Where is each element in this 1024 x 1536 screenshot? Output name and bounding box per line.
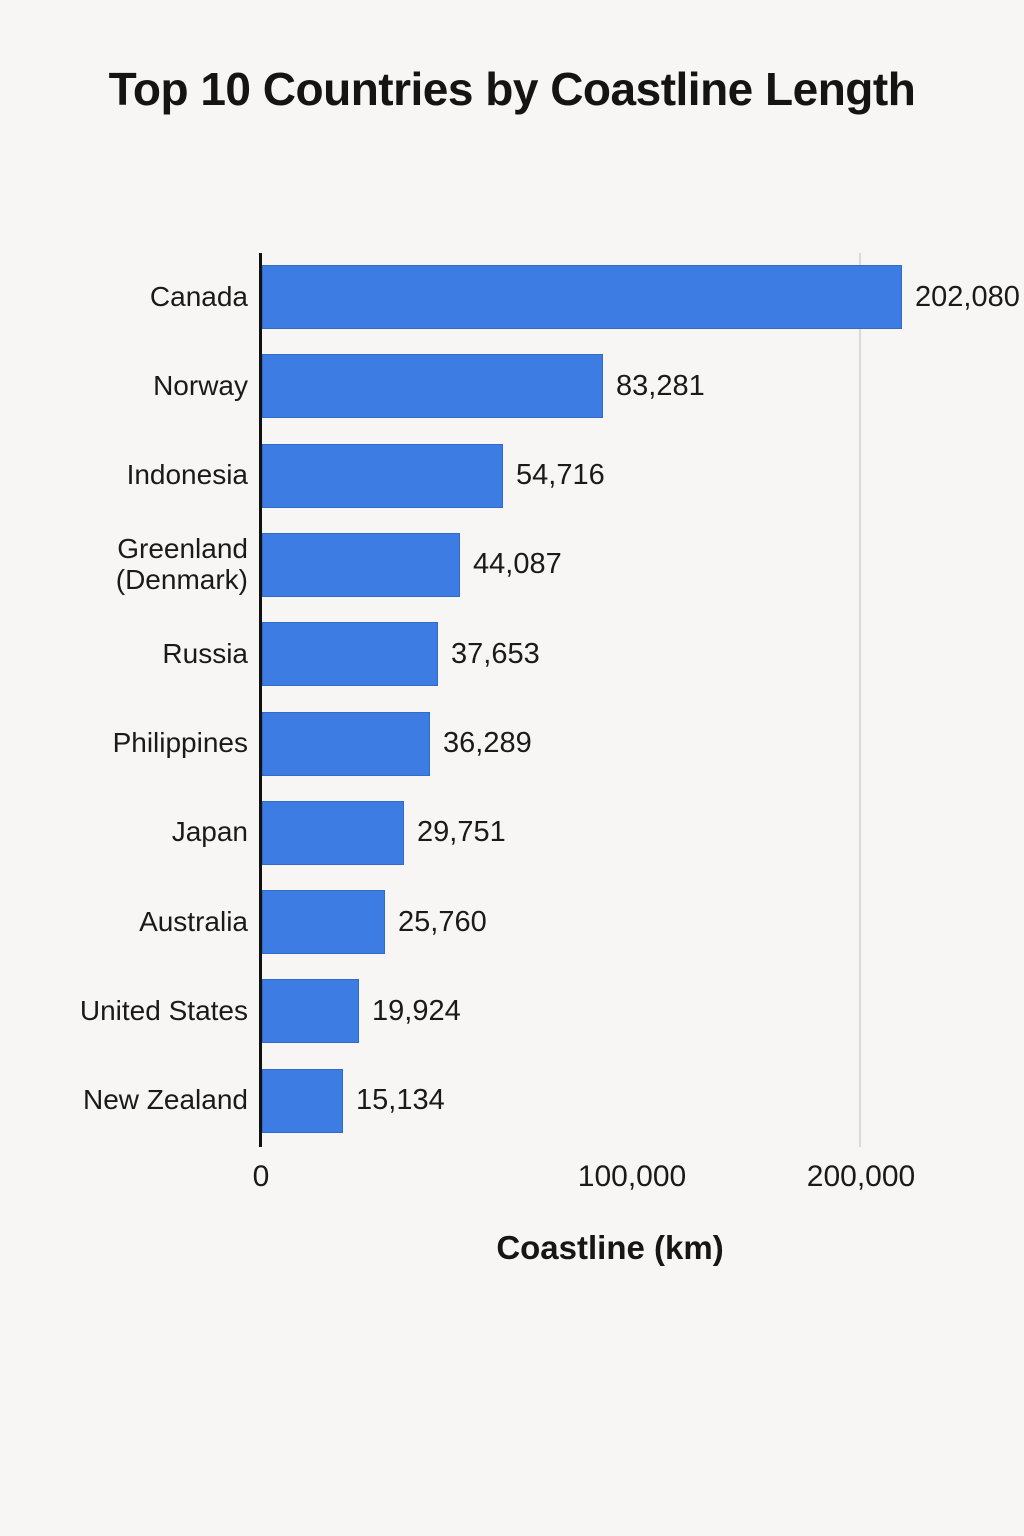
bar-japan <box>262 800 404 865</box>
category-label-australia: Australia <box>139 905 248 937</box>
y-axis-line <box>259 253 262 1147</box>
value-label-new-zealand: 15,134 <box>356 1084 445 1117</box>
category-label-new-zealand: New Zealand <box>83 1084 248 1116</box>
chart-title: Top 10 Countries by Coastline Length <box>108 63 916 115</box>
bar-philippines <box>262 711 430 776</box>
value-label-greenland-denmark: 44,087 <box>473 548 562 581</box>
category-label-russia: Russia <box>162 637 248 669</box>
value-label-united-states: 19,924 <box>372 994 461 1027</box>
value-label-indonesia: 54,716 <box>516 459 605 492</box>
bar-united-states <box>262 979 359 1044</box>
x-axis-title: Coastline (km) <box>496 1229 724 1266</box>
value-label-norway: 83,281 <box>616 369 705 402</box>
value-label-canada: 202,080 <box>915 280 1020 313</box>
category-label-philippines: Philippines <box>112 727 248 759</box>
gridline-200000 <box>859 253 861 1147</box>
x-tick-100-000: 100,000 <box>577 1160 687 1193</box>
bar-indonesia <box>262 443 503 508</box>
x-tick-0: 0 <box>252 1160 270 1193</box>
category-label-norway: Norway <box>153 369 248 401</box>
bar-norway <box>262 354 603 419</box>
category-label-canada: Canada <box>149 280 248 312</box>
bar-australia <box>262 890 385 955</box>
bar-new-zealand <box>262 1068 343 1133</box>
value-label-russia: 37,653 <box>451 637 540 670</box>
category-label-united-states: United States <box>79 994 248 1026</box>
bar-russia <box>262 622 438 687</box>
value-label-japan: 29,751 <box>417 816 506 849</box>
x-tick-200-000: 200,000 <box>806 1160 916 1193</box>
bar-greenland-denmark <box>262 532 460 597</box>
category-label-japan: Japan <box>171 816 248 848</box>
value-label-philippines: 36,289 <box>443 727 532 759</box>
value-label-australia: 25,760 <box>398 905 487 938</box>
category-label-greenland-denmark: Greenland (Denmark) <box>115 533 248 595</box>
category-label-indonesia: Indonesia <box>126 459 248 491</box>
bar-canada <box>262 265 902 329</box>
